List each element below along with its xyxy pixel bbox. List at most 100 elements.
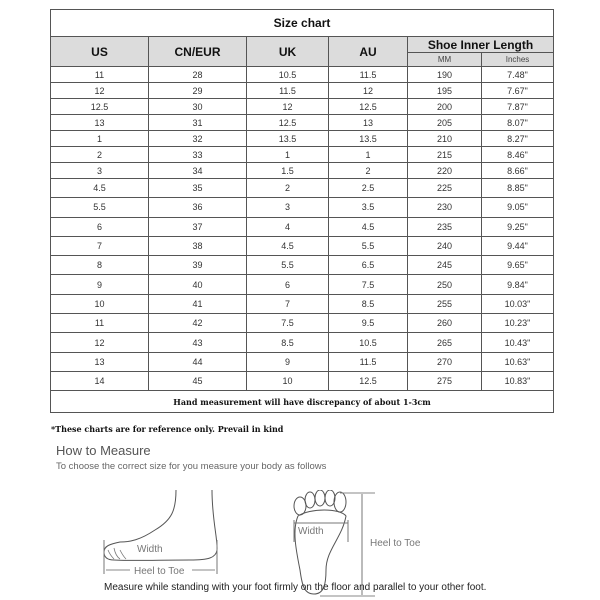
foot-sole-illustration: Width Heel to Toe [293, 490, 421, 597]
cell-us: 12.5 [50, 98, 149, 115]
cell-inches: 9.44" [480, 235, 555, 257]
cell-cn-eur: 39 [148, 255, 247, 276]
cell-inches: 9.25" [480, 216, 555, 237]
table-row: 7 38 4.5 5.5 240 9.44" [50, 235, 555, 257]
header-au: AU [328, 36, 408, 67]
cell-inches: 10.23" [480, 313, 555, 334]
cell-uk: 13.5 [246, 130, 329, 147]
cell-inches: 7.87" [480, 98, 555, 115]
cell-us: 12 [50, 82, 149, 99]
cell-au: 11.5 [328, 351, 408, 372]
cell-cn-eur: 32 [148, 130, 247, 147]
header-uk: UK [246, 36, 329, 67]
cell-au: 4.5 [328, 216, 408, 237]
side-heel-to-toe-label: Heel to Toe [134, 566, 185, 577]
cell-mm: 195 [407, 82, 482, 99]
cell-mm: 220 [407, 162, 482, 179]
cell-cn-eur: 43 [148, 332, 247, 353]
cell-au: 3.5 [328, 197, 408, 218]
cell-inches: 10.83" [480, 370, 555, 392]
cell-uk: 10.5 [246, 66, 329, 83]
table-row: 13 31 12.5 13 205 8.07" [50, 114, 555, 131]
cell-mm: 225 [407, 177, 482, 199]
cell-us: 12 [50, 332, 149, 353]
cell-us: 6 [50, 216, 149, 237]
cell-uk: 1.5 [246, 162, 329, 179]
cell-inches: 8.85" [480, 177, 555, 199]
foot-side-illustration: Width Heel to Toe [103, 489, 218, 577]
cell-au: 12.5 [328, 370, 408, 392]
cell-uk: 7 [246, 293, 329, 315]
cell-uk: 2 [246, 177, 329, 199]
header-mm: MM [407, 52, 482, 67]
cell-us: 11 [50, 313, 149, 334]
cell-cn-eur: 40 [148, 274, 247, 295]
cell-inches: 8.66" [480, 162, 555, 179]
cell-mm: 260 [407, 313, 482, 334]
cell-mm: 265 [407, 332, 482, 353]
cell-au: 12 [328, 82, 408, 99]
cell-mm: 255 [407, 293, 482, 315]
table-row: 10 41 7 8.5 255 10.03" [50, 293, 555, 315]
cell-uk: 1 [246, 146, 329, 163]
table-row: 12.5 30 12 12.5 200 7.87" [50, 98, 555, 115]
cell-us: 10 [50, 293, 149, 315]
cell-mm: 210 [407, 130, 482, 147]
cell-mm: 230 [407, 197, 482, 218]
cell-cn-eur: 28 [148, 66, 247, 83]
cell-cn-eur: 30 [148, 98, 247, 115]
cell-uk: 8.5 [246, 332, 329, 353]
cell-inches: 9.05" [480, 197, 555, 218]
cell-cn-eur: 37 [148, 216, 247, 237]
header-inches: Inches [480, 52, 555, 67]
cell-us: 2 [50, 146, 149, 163]
cell-us: 14 [50, 370, 149, 392]
table-row: 14 45 10 12.5 275 10.83" [50, 370, 555, 392]
cell-cn-eur: 41 [148, 293, 247, 315]
cell-au: 13.5 [328, 130, 408, 147]
cell-us: 11 [50, 66, 149, 83]
cell-cn-eur: 36 [148, 197, 247, 218]
cell-cn-eur: 44 [148, 351, 247, 372]
cell-cn-eur: 45 [148, 370, 247, 392]
sole-heel-to-toe-label: Heel to Toe [370, 538, 421, 549]
cell-us: 1 [50, 130, 149, 147]
table-row: 2 33 1 1 215 8.46" [50, 146, 555, 163]
cell-inches: 9.65" [480, 255, 555, 276]
cell-uk: 10 [246, 370, 329, 392]
cell-mm: 240 [407, 235, 482, 257]
cell-au: 1 [328, 146, 408, 163]
cell-mm: 190 [407, 66, 482, 83]
cell-uk: 4 [246, 216, 329, 237]
table-row: 8 39 5.5 6.5 245 9.65" [50, 255, 555, 276]
cell-inches: 9.84" [480, 274, 555, 295]
cell-uk: 3 [246, 197, 329, 218]
cell-mm: 250 [407, 274, 482, 295]
cell-mm: 245 [407, 255, 482, 276]
cell-inches: 8.46" [480, 146, 555, 163]
cell-mm: 270 [407, 351, 482, 372]
cell-inches: 8.27" [480, 130, 555, 147]
cell-us: 4.5 [50, 177, 149, 199]
cell-mm: 200 [407, 98, 482, 115]
cell-cn-eur: 35 [148, 177, 247, 199]
cell-us: 13 [50, 351, 149, 372]
cell-au: 5.5 [328, 235, 408, 257]
cell-au: 8.5 [328, 293, 408, 315]
cell-cn-eur: 34 [148, 162, 247, 179]
cell-cn-eur: 38 [148, 235, 247, 257]
header-shoe-inner-length: Shoe Inner Length [406, 36, 555, 53]
cell-us: 3 [50, 162, 149, 179]
cell-us: 13 [50, 114, 149, 131]
cell-uk: 12 [246, 98, 329, 115]
cell-uk: 11.5 [246, 82, 329, 99]
header-us: US [50, 36, 149, 67]
table-row: 12 29 11.5 12 195 7.67" [50, 82, 555, 99]
cell-au: 11.5 [328, 66, 408, 83]
table-row: 3 34 1.5 2 220 8.66" [50, 162, 555, 179]
cell-au: 10.5 [328, 332, 408, 353]
cell-inches: 8.07" [480, 114, 555, 131]
table-row: 6 37 4 4.5 235 9.25" [50, 216, 555, 237]
table-row: 4.5 35 2 2.5 225 8.85" [50, 177, 555, 199]
header-cn-eur: CN/EUR [148, 36, 247, 67]
